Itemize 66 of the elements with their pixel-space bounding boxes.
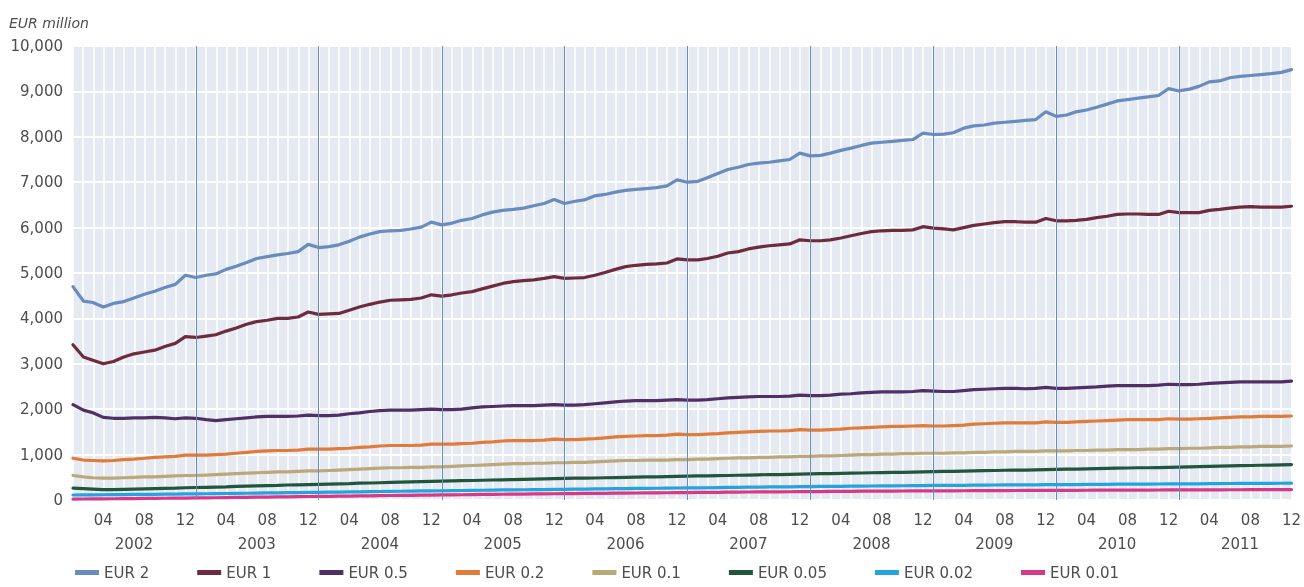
x-tick-label: 12 (1036, 510, 1056, 529)
x-tick-label: 12 (1281, 510, 1301, 529)
x-tick-label: 08 (626, 510, 646, 529)
x-tick-label: 12 (175, 510, 195, 529)
legend-label: EUR 0.05 (757, 563, 827, 582)
x2-tick-label: 2002 (114, 534, 153, 553)
x2-tick-label: 2011 (1220, 534, 1260, 553)
y-tick-label: 3,000 (20, 354, 63, 373)
x-tick-label: 04 (1199, 510, 1219, 529)
y-tick-label: 6,000 (20, 218, 63, 237)
x2-tick-label: 2010 (1098, 534, 1137, 553)
x-tick-label: 04 (339, 510, 359, 529)
x-tick-label: 12 (298, 510, 318, 529)
x-tick-label: 04 (216, 510, 236, 529)
x-tick-label: 08 (257, 510, 277, 529)
x-tick-label: 04 (1076, 510, 1097, 529)
line-series (71, 444, 1294, 480)
x-tick-label: 12 (913, 510, 933, 529)
legend-label: EUR 0.1 (621, 563, 681, 582)
x-tick-label: 08 (134, 510, 154, 529)
y-tick-label: 7,000 (20, 173, 63, 192)
legend-label: EUR 2 (104, 563, 150, 582)
x2-tick-label: 2005 (483, 534, 522, 553)
x2-tick-label: 2004 (360, 534, 399, 553)
x2-tick-label: 2007 (729, 534, 768, 553)
x-tick-label: 04 (462, 510, 482, 529)
y-tick-label: 0 (53, 491, 63, 509)
legend-label: EUR 0.02 (903, 563, 973, 582)
y-tick-label: 4,000 (20, 309, 63, 328)
legend-label: EUR 1 (226, 563, 272, 582)
x-tick-label: 08 (1240, 510, 1260, 529)
y-tick-label: 2,000 (20, 400, 63, 419)
line-series (71, 379, 1294, 423)
x-tick-label: 08 (995, 510, 1015, 529)
x-tick-label: 12 (421, 510, 441, 529)
x-tick-label: 08 (749, 510, 769, 529)
x-tick-label: 12 (790, 510, 810, 529)
x-tick-label: 08 (380, 510, 400, 529)
x2-tick-label: 2009 (975, 534, 1014, 553)
x-tick-label: 04 (93, 510, 113, 529)
y-tick-label: 5,000 (20, 264, 63, 282)
x-tick-label: 08 (872, 510, 892, 529)
line-series (71, 204, 1294, 366)
x-tick-label: 04 (831, 510, 851, 529)
x-tick-label: 12 (544, 510, 564, 529)
x-tick-label: 12 (1159, 510, 1179, 529)
legend-label: EUR 0.5 (348, 563, 408, 582)
x2-tick-label: 2003 (237, 534, 276, 553)
line-series (71, 481, 1294, 497)
y-tick-label: 10,000 (10, 37, 63, 55)
legend-label: EUR 0.01 (1049, 563, 1120, 582)
y-tick-label: 9,000 (20, 82, 63, 101)
line-series (71, 462, 1294, 492)
line-series (71, 414, 1294, 463)
x-tick-label: 08 (503, 510, 523, 529)
x-tick-label: 08 (1118, 510, 1138, 529)
x2-tick-label: 2008 (852, 534, 891, 553)
y-axis-title: EUR million (9, 15, 89, 31)
x-tick-label: 04 (585, 510, 605, 529)
legend-label: EUR 0.2 (484, 563, 545, 582)
y-tick-label: 1,000 (20, 445, 63, 464)
x2-tick-label: 2006 (606, 534, 645, 553)
x-tick-label: 04 (954, 510, 974, 529)
x-tick-label: 04 (708, 510, 728, 529)
y-tick-label: 8,000 (20, 127, 63, 146)
x-tick-label: 12 (667, 510, 687, 529)
